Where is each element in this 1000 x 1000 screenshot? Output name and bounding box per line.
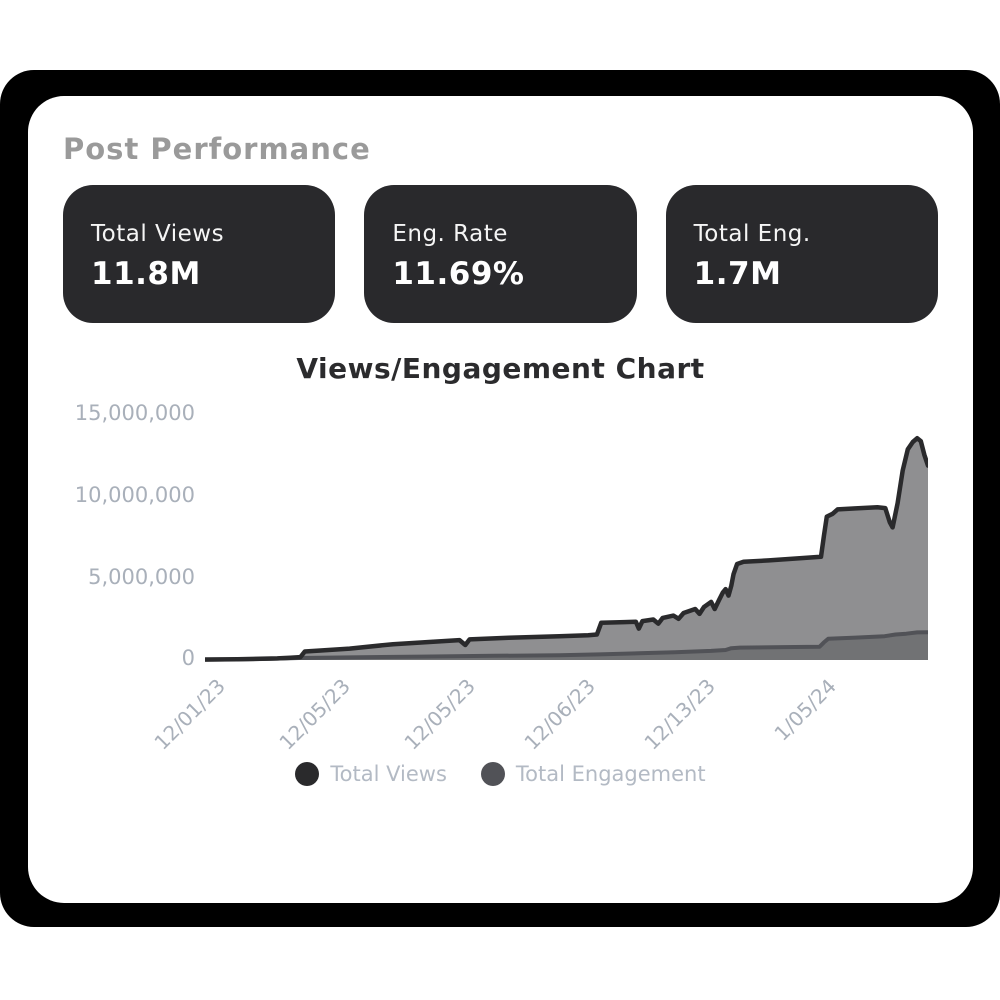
x-axis: 12/01/23 12/05/23 12/05/23 12/06/23 12/13/23… xyxy=(149,674,928,769)
stat-card-total-views: Total Views 11.8M xyxy=(63,185,336,323)
y-axis-label: 0 xyxy=(181,646,195,670)
total-views-area xyxy=(205,438,928,660)
total-engagement-line xyxy=(205,630,928,662)
x-axis-label: 12/01/23 xyxy=(149,674,230,755)
x-axis-label: 12/05/23 xyxy=(399,674,481,755)
chart-legend: Total Views Total Engagement xyxy=(28,762,973,786)
post-performance-panel: Post Performance Total Views 11.8M Eng. … xyxy=(28,96,973,903)
stat-value: 11.69% xyxy=(392,256,525,292)
legend-dot-views-icon xyxy=(295,762,320,786)
legend-label: Total Engagement xyxy=(515,762,706,786)
y-axis-label: 15,000,000 xyxy=(74,401,195,425)
stat-label: Total Eng. xyxy=(693,221,811,247)
chart-plot-area xyxy=(205,435,928,662)
total-engagement-area xyxy=(205,632,928,660)
x-axis-label: 12/13/23 xyxy=(639,674,721,755)
stat-card-total-eng: Total Eng. 1.7M xyxy=(665,185,938,323)
stat-value: 11.8M xyxy=(91,256,201,292)
total-views-line xyxy=(205,435,928,662)
x-axis-label: 12/06/23 xyxy=(519,674,601,755)
chart-title: Views/Engagement Chart xyxy=(296,352,705,385)
legend-item-total-views[interactable]: Total Views xyxy=(295,762,447,786)
y-axis-label: 10,000,000 xyxy=(74,483,195,507)
legend-dot-engagement-icon xyxy=(480,762,505,786)
stat-label: Total Views xyxy=(91,221,225,247)
legend-item-total-engagement[interactable]: Total Engagement xyxy=(480,762,706,786)
stat-label: Eng. Rate xyxy=(392,221,508,247)
x-axis-label: 12/05/23 xyxy=(274,674,356,755)
stat-value: 1.7M xyxy=(693,256,782,292)
stat-card-eng-rate: Eng. Rate 11.69% xyxy=(364,185,637,323)
y-axis-label: 5,000,000 xyxy=(88,565,195,589)
panel-title: Post Performance xyxy=(63,132,371,166)
x-axis-label: 1/05/24 xyxy=(769,674,841,746)
legend-label: Total Views xyxy=(330,762,447,786)
stats-row: Total Views 11.8M Eng. Rate 11.69% Total… xyxy=(63,185,938,323)
